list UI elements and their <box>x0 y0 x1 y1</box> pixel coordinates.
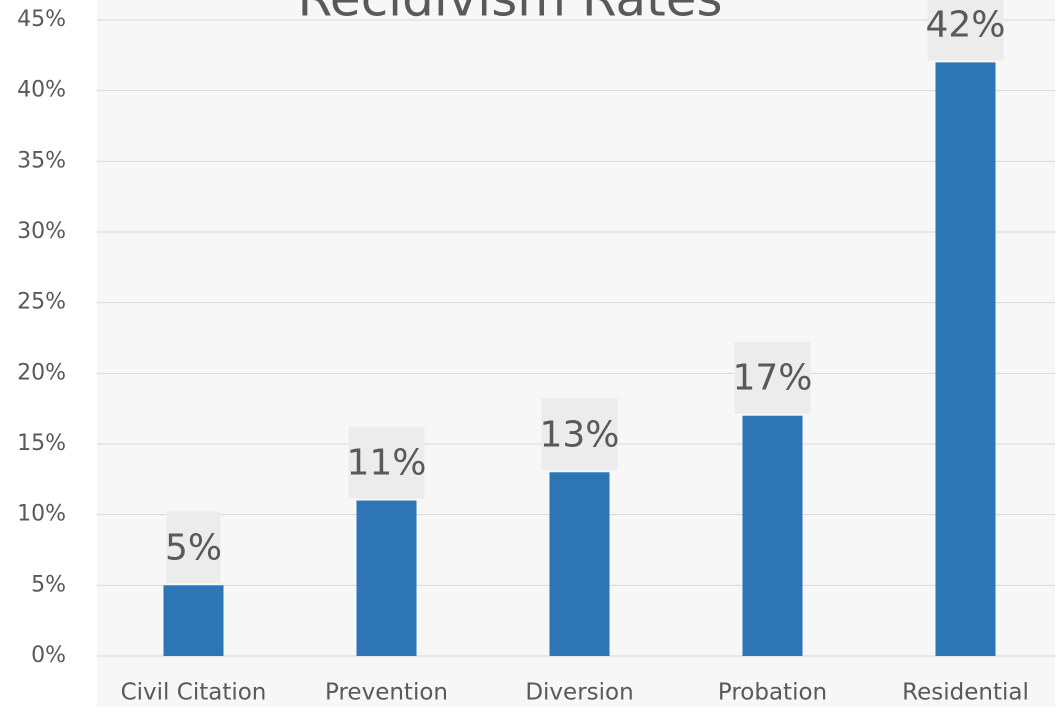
y-tick-label: 5% <box>31 572 66 597</box>
bar <box>935 62 996 656</box>
data-label: 13% <box>539 414 619 455</box>
x-tick-label: Residential <box>902 680 1029 706</box>
data-label: 5% <box>165 527 222 568</box>
bar <box>549 472 610 656</box>
x-tick-label: Prevention <box>325 680 448 706</box>
bar <box>163 585 224 656</box>
data-label-background <box>734 341 811 414</box>
x-tick-label: Probation <box>718 680 827 706</box>
y-tick-label: 35% <box>17 148 66 173</box>
y-tick-label: 40% <box>17 78 66 103</box>
data-label-background <box>541 398 618 471</box>
y-tick-label: 15% <box>17 431 66 456</box>
data-label: 42% <box>925 4 1005 45</box>
data-label: 17% <box>732 358 812 399</box>
x-tick-label: Diversion <box>525 680 633 706</box>
data-label-background <box>166 511 221 584</box>
bar <box>356 500 417 656</box>
chart-title: Recidivism Rates <box>297 0 722 28</box>
y-tick-label: 45% <box>17 7 66 32</box>
y-tick-label: 25% <box>17 290 66 315</box>
y-tick-label: 0% <box>31 643 66 668</box>
x-tick-label: Civil Citation <box>121 680 267 706</box>
y-tick-label: 30% <box>17 219 66 244</box>
data-label-background <box>927 0 1004 61</box>
data-label-background <box>348 426 425 499</box>
bar <box>742 415 803 656</box>
data-label: 11% <box>346 443 426 484</box>
y-tick-label: 10% <box>17 502 66 527</box>
y-tick-label: 20% <box>17 360 66 385</box>
